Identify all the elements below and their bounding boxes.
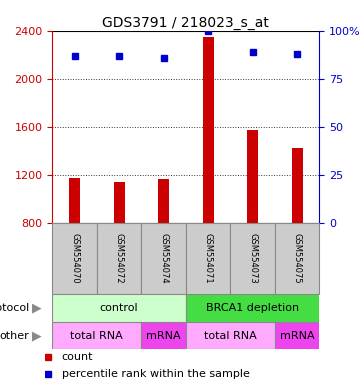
Text: GSM554070: GSM554070 [70,233,79,284]
Text: ▶: ▶ [32,329,42,342]
Text: GSM554073: GSM554073 [248,233,257,284]
Bar [97,223,142,294]
Text: BRCA1 depletion: BRCA1 depletion [206,303,299,313]
Bar [230,223,275,294]
Bar [275,322,319,349]
Bar [52,294,186,322]
Text: GSM554071: GSM554071 [204,233,213,284]
Bar [292,147,303,223]
Bar [142,322,186,349]
Text: control: control [100,303,138,313]
Text: mRNA: mRNA [146,331,181,341]
Bar [186,223,230,294]
Bar [186,294,319,322]
Bar [69,178,80,223]
Bar [52,322,142,349]
Text: GSM554075: GSM554075 [293,233,302,284]
Text: total RNA: total RNA [70,331,123,341]
Bar [247,130,258,223]
Text: GSM554072: GSM554072 [115,233,123,284]
Bar [275,223,319,294]
Bar [114,182,125,223]
Text: total RNA: total RNA [204,331,257,341]
Text: GSM554074: GSM554074 [159,233,168,284]
Text: mRNA: mRNA [280,331,314,341]
Text: protocol: protocol [0,303,29,313]
Bar [158,179,169,223]
Bar [203,37,214,223]
Text: ▶: ▶ [32,301,42,314]
Bar [142,223,186,294]
Bar [186,322,275,349]
Bar [52,223,97,294]
Title: GDS3791 / 218023_s_at: GDS3791 / 218023_s_at [103,16,269,30]
Text: other: other [0,331,29,341]
Text: count: count [62,352,93,362]
Text: percentile rank within the sample: percentile rank within the sample [62,369,249,379]
